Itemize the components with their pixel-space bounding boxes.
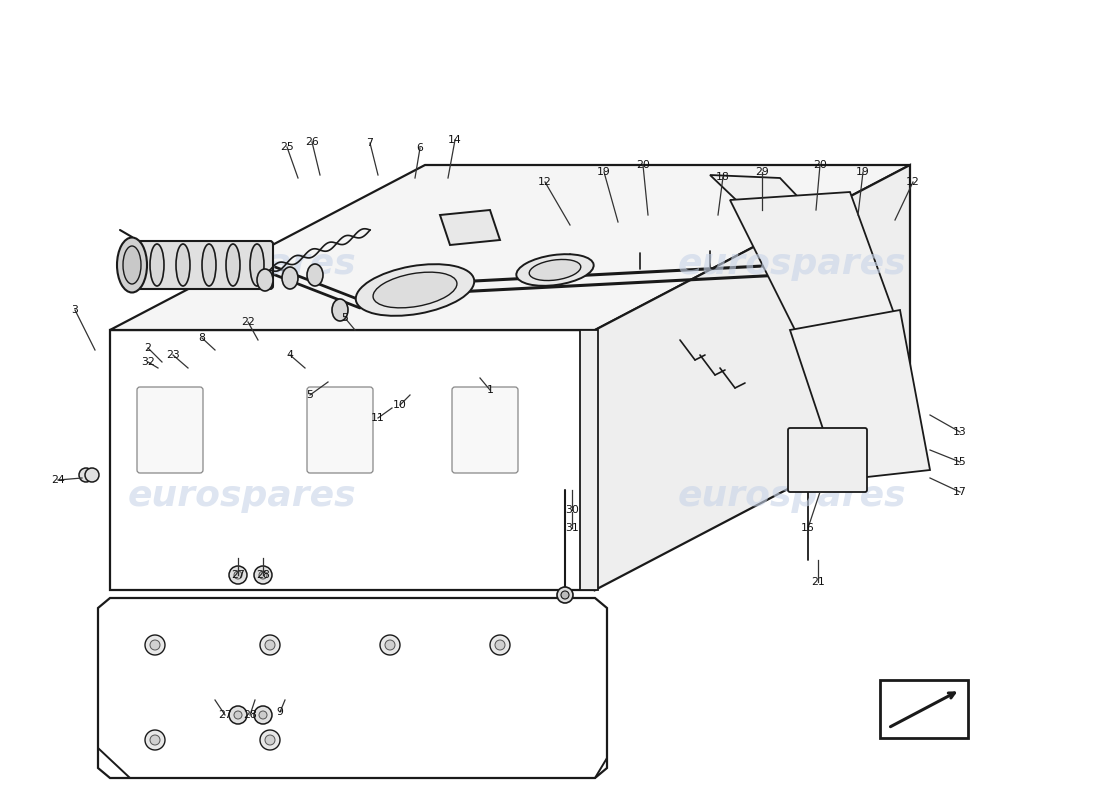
Text: 7: 7 [366, 138, 373, 148]
Polygon shape [790, 310, 930, 480]
Ellipse shape [176, 244, 190, 286]
Ellipse shape [373, 272, 456, 308]
FancyBboxPatch shape [138, 241, 273, 289]
Text: eurospares: eurospares [128, 247, 356, 281]
Polygon shape [440, 210, 500, 245]
Text: 14: 14 [448, 135, 462, 145]
Circle shape [258, 711, 267, 719]
Ellipse shape [250, 244, 264, 286]
Text: 5: 5 [342, 313, 349, 323]
Polygon shape [98, 598, 607, 778]
Circle shape [150, 640, 160, 650]
Circle shape [229, 566, 248, 584]
Circle shape [234, 571, 242, 579]
Text: 24: 24 [51, 475, 65, 485]
Circle shape [260, 635, 280, 655]
Polygon shape [110, 165, 910, 330]
Text: 26: 26 [305, 137, 319, 147]
Text: 25: 25 [280, 142, 294, 152]
Circle shape [260, 730, 280, 750]
Text: 28: 28 [256, 570, 270, 580]
Polygon shape [730, 192, 900, 340]
Ellipse shape [123, 246, 141, 284]
Text: 11: 11 [371, 413, 385, 423]
Text: 15: 15 [953, 457, 967, 467]
Ellipse shape [117, 238, 147, 293]
Text: 9: 9 [276, 707, 284, 717]
Ellipse shape [202, 244, 216, 286]
FancyBboxPatch shape [307, 387, 373, 473]
Circle shape [557, 587, 573, 603]
Text: 17: 17 [953, 487, 967, 497]
Circle shape [490, 635, 510, 655]
Text: 19: 19 [856, 167, 870, 177]
Text: 29: 29 [755, 167, 769, 177]
Circle shape [495, 640, 505, 650]
Circle shape [145, 635, 165, 655]
Polygon shape [580, 330, 598, 590]
Text: 23: 23 [166, 350, 180, 360]
Text: eurospares: eurospares [128, 479, 356, 513]
Text: 28: 28 [243, 710, 257, 720]
Circle shape [229, 706, 248, 724]
Ellipse shape [529, 259, 581, 281]
Circle shape [385, 640, 395, 650]
Circle shape [254, 566, 272, 584]
Circle shape [234, 711, 242, 719]
Text: 10: 10 [393, 400, 407, 410]
Ellipse shape [282, 267, 298, 289]
Text: 21: 21 [811, 577, 825, 587]
Text: 20: 20 [813, 160, 827, 170]
Text: 20: 20 [636, 160, 650, 170]
Polygon shape [710, 175, 820, 220]
Ellipse shape [355, 264, 474, 316]
Ellipse shape [332, 299, 348, 321]
Circle shape [79, 468, 94, 482]
Circle shape [258, 571, 267, 579]
Polygon shape [110, 330, 595, 590]
Circle shape [561, 591, 569, 599]
Text: eurospares: eurospares [678, 479, 906, 513]
Circle shape [254, 706, 272, 724]
Text: 32: 32 [141, 357, 155, 367]
Text: 27: 27 [231, 570, 245, 580]
FancyBboxPatch shape [880, 680, 968, 738]
Text: 5: 5 [307, 390, 314, 400]
Circle shape [85, 468, 99, 482]
Text: 31: 31 [565, 523, 579, 533]
Ellipse shape [257, 269, 273, 291]
Ellipse shape [307, 264, 323, 286]
Text: 27: 27 [218, 710, 232, 720]
Text: 13: 13 [953, 427, 967, 437]
Text: 16: 16 [801, 523, 815, 533]
Text: 12: 12 [538, 177, 552, 187]
FancyBboxPatch shape [452, 387, 518, 473]
Circle shape [150, 735, 160, 745]
Text: 3: 3 [72, 305, 78, 315]
Text: 8: 8 [199, 333, 206, 343]
Circle shape [145, 730, 165, 750]
Text: 12: 12 [906, 177, 920, 187]
Circle shape [265, 735, 275, 745]
Text: 22: 22 [241, 317, 255, 327]
Text: eurospares: eurospares [678, 247, 906, 281]
Text: 1: 1 [486, 385, 494, 395]
FancyBboxPatch shape [788, 428, 867, 492]
Ellipse shape [226, 244, 240, 286]
Text: 6: 6 [417, 143, 424, 153]
Text: 18: 18 [716, 172, 730, 182]
Text: 2: 2 [144, 343, 152, 353]
Ellipse shape [516, 254, 594, 286]
Ellipse shape [150, 244, 164, 286]
Polygon shape [595, 165, 910, 590]
Text: 19: 19 [597, 167, 611, 177]
Circle shape [379, 635, 400, 655]
Circle shape [265, 640, 275, 650]
Text: 4: 4 [287, 350, 294, 360]
FancyBboxPatch shape [138, 387, 204, 473]
Text: 30: 30 [565, 505, 579, 515]
